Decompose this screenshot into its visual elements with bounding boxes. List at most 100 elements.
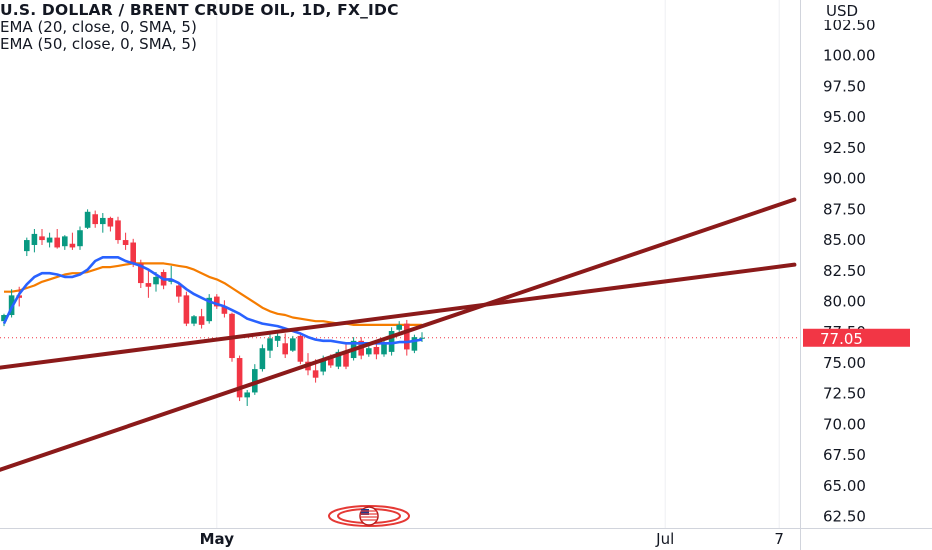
candle — [46, 232, 53, 248]
candle — [183, 291, 190, 327]
candle-body — [259, 348, 266, 370]
candle-body — [1, 315, 7, 322]
currency-label: USD — [826, 2, 858, 20]
candle — [191, 315, 197, 327]
us-flag-icon[interactable] — [328, 505, 410, 527]
candle — [145, 270, 152, 298]
y-tick-label: 82.50 — [823, 262, 866, 280]
last-price-tag — [803, 328, 910, 347]
candle — [259, 344, 266, 372]
candle — [221, 300, 228, 318]
candle — [31, 229, 38, 253]
flag-layer — [328, 505, 410, 527]
candle — [252, 364, 258, 395]
y-tick-label: 70.00 — [823, 415, 866, 433]
chart-title: U.S. DOLLAR / BRENT CRUDE OIL, 1D, FX_ID… — [0, 1, 399, 19]
currency-bg — [806, 0, 932, 20]
candle-body — [92, 214, 98, 225]
x-tick-label: 7 — [774, 530, 784, 548]
candle-body — [153, 276, 159, 285]
candle — [274, 333, 281, 347]
ema20-layer — [2, 255, 423, 345]
candle-body — [191, 316, 197, 324]
candle-body — [404, 323, 410, 350]
candle — [100, 213, 106, 233]
candle-body — [206, 297, 212, 322]
candle-body — [122, 240, 129, 245]
grid-layer — [216, 0, 780, 528]
candle — [282, 333, 288, 359]
y-tick-label: 85.00 — [823, 231, 866, 249]
candle-body — [183, 295, 190, 324]
y-tick-label: 95.00 — [823, 108, 866, 126]
candle-body — [221, 306, 228, 314]
candle-body — [176, 285, 182, 297]
candle — [411, 334, 418, 354]
last-price-label: 77.05 — [820, 330, 863, 348]
candle-body — [24, 240, 30, 252]
ema20-line — [2, 255, 423, 345]
candle-body — [84, 211, 91, 228]
candle-body — [290, 338, 296, 351]
candle-body — [54, 237, 60, 248]
x-tick-label: Jul — [655, 530, 674, 548]
candle-body — [115, 220, 121, 241]
candle — [373, 343, 380, 360]
candle-body — [411, 337, 418, 351]
candle-body — [46, 237, 53, 243]
candle-body — [138, 263, 144, 284]
candle — [176, 283, 182, 303]
candle-body — [77, 230, 83, 247]
trendline — [0, 197, 797, 472]
candle — [267, 333, 273, 359]
ema50-layer — [4, 262, 422, 326]
candle-body — [62, 236, 68, 247]
y-tick-label: 92.50 — [823, 139, 866, 157]
y-tick-label: 80.00 — [823, 293, 866, 311]
candle — [214, 294, 220, 309]
y-tick-label: 62.50 — [823, 508, 866, 526]
candle — [84, 209, 91, 229]
candle — [138, 259, 144, 288]
candle-body — [31, 233, 38, 245]
candle-body — [252, 369, 258, 393]
candle-layer — [1, 209, 425, 406]
candle — [122, 232, 129, 250]
candle-body — [381, 342, 387, 355]
candle — [244, 389, 250, 406]
candle — [62, 235, 68, 250]
candle-body — [69, 243, 76, 248]
y-tick-label: 75.00 — [823, 354, 866, 372]
candle-body — [107, 217, 114, 227]
candle — [24, 237, 30, 257]
candle-body — [419, 337, 425, 339]
candle-body — [335, 351, 342, 367]
candle-body — [312, 370, 319, 378]
candle-body — [236, 358, 243, 398]
candle — [54, 229, 60, 249]
candle-body — [366, 348, 372, 355]
candle — [297, 334, 304, 365]
candle-body — [198, 316, 205, 325]
candle — [77, 226, 83, 250]
candle — [366, 344, 372, 357]
candle-body — [145, 283, 152, 287]
candle — [206, 294, 212, 324]
candle-body — [100, 217, 106, 225]
candle-body — [244, 392, 250, 398]
legend-ema20: EMA (20, close, 0, SMA, 5) — [0, 18, 197, 36]
candle-body — [388, 331, 395, 352]
y-tick-label: 87.50 — [823, 200, 866, 218]
y-tick-label: 100.00 — [823, 47, 876, 65]
candle — [69, 232, 76, 250]
candle — [388, 327, 395, 356]
candle-body — [297, 335, 304, 362]
candle-body — [267, 338, 273, 351]
trendline — [0, 262, 797, 370]
candle-body — [320, 359, 326, 372]
chart-legend: U.S. DOLLAR / BRENT CRUDE OIL, 1D, FX_ID… — [0, 2, 399, 53]
candle — [107, 216, 114, 232]
candle — [39, 229, 45, 245]
